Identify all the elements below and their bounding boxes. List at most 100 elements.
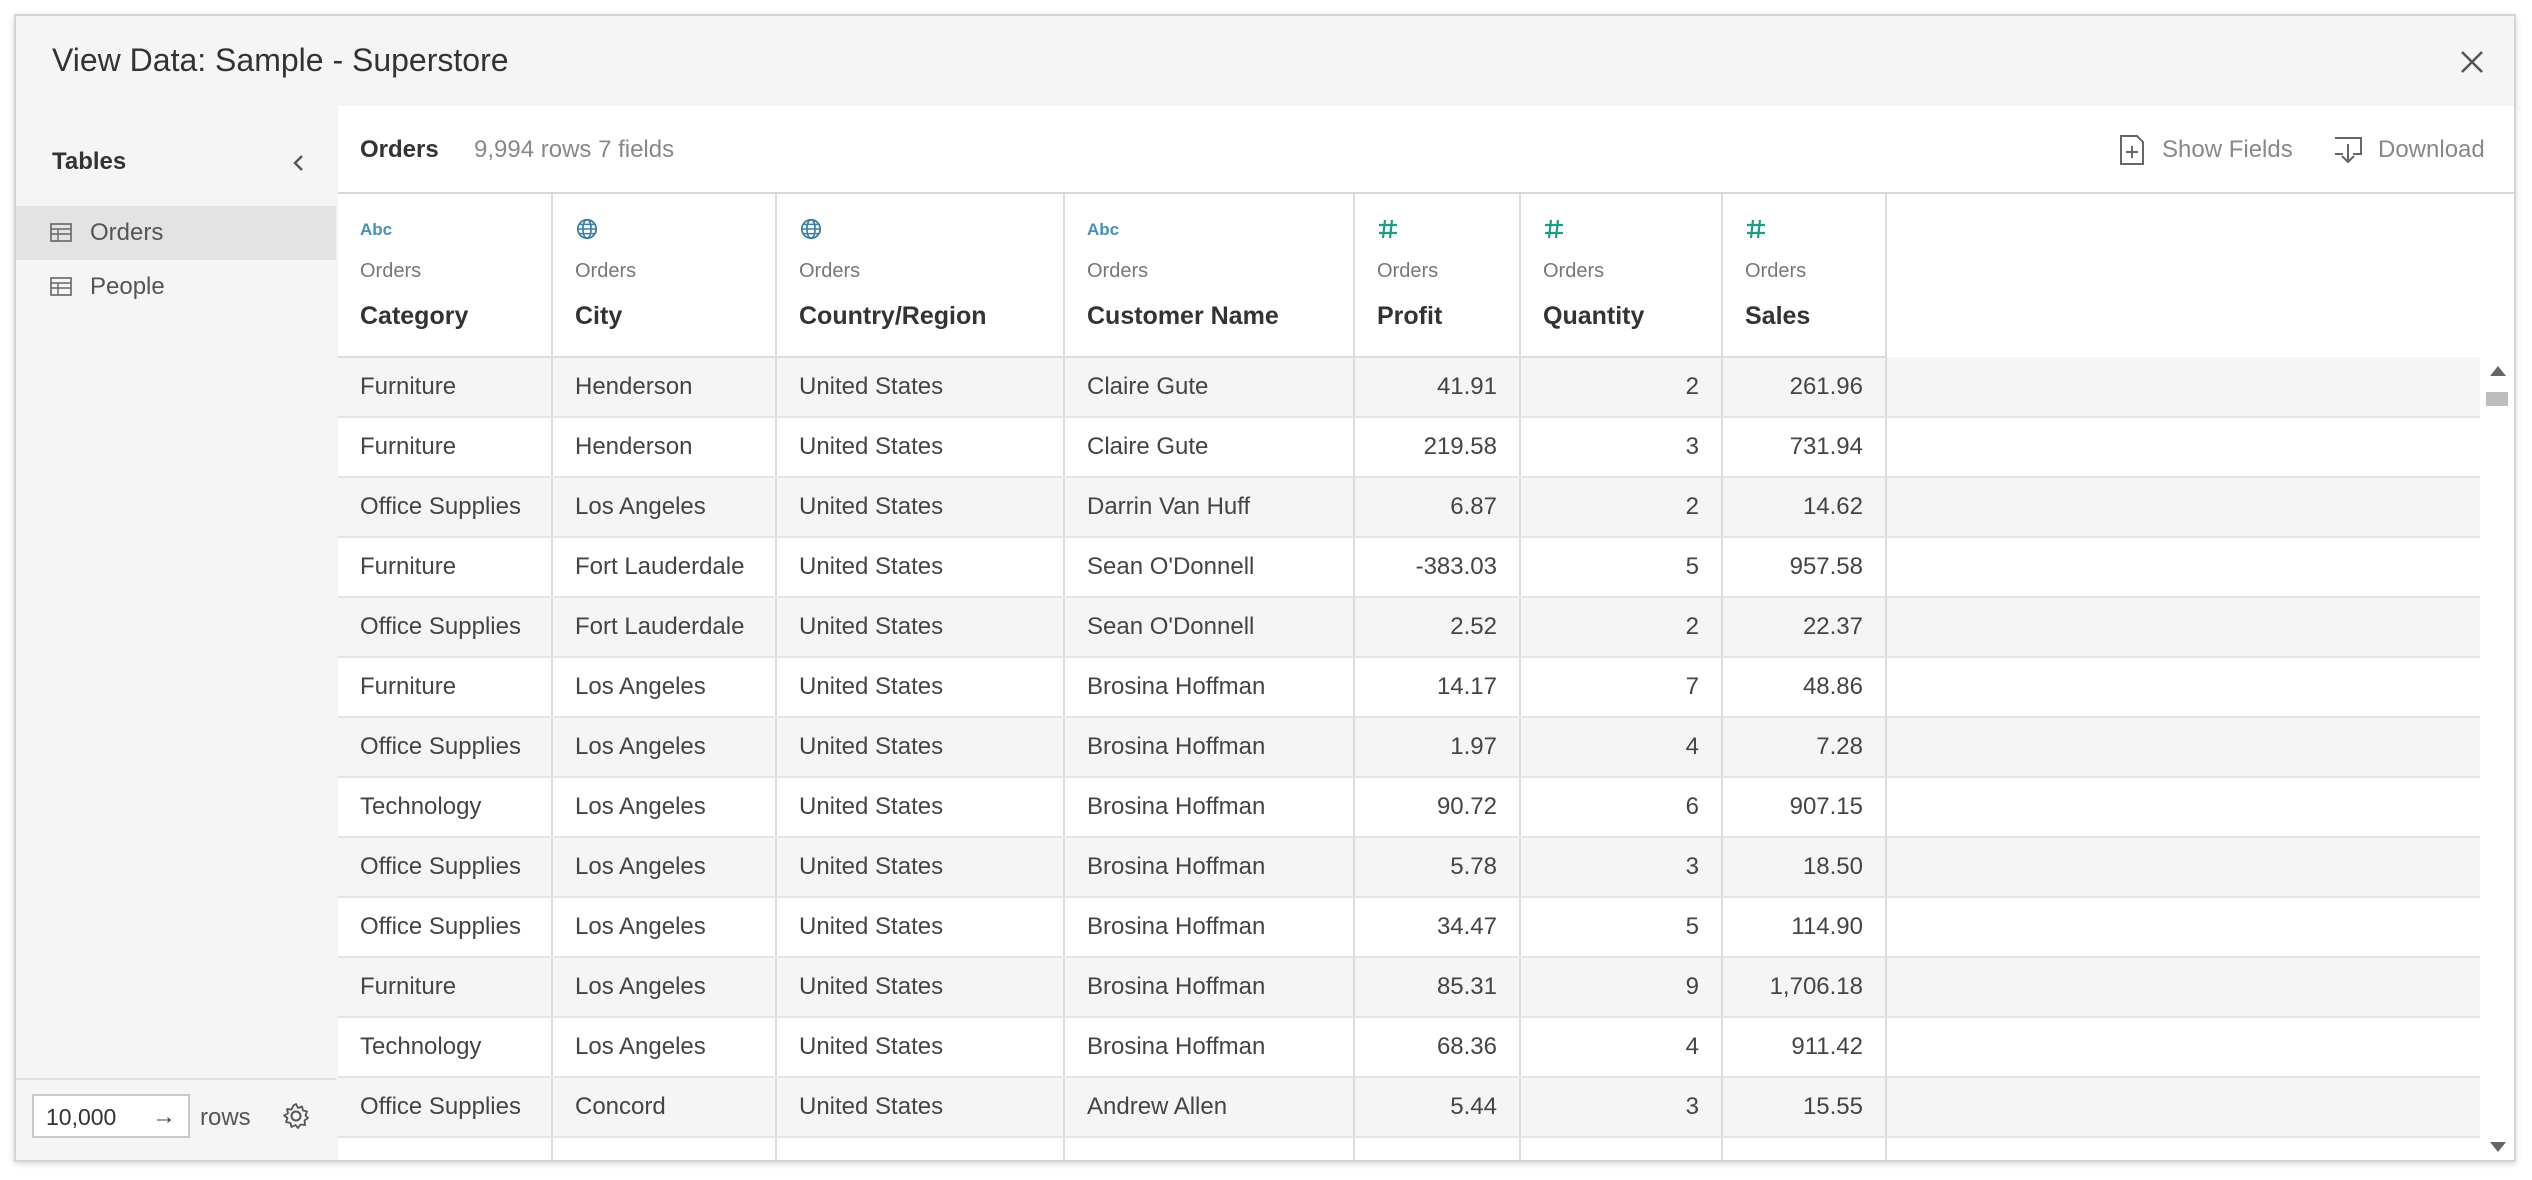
table-cell: Brosina Hoffman <box>1064 657 1355 718</box>
table-cell: 219.58 <box>1354 417 1521 478</box>
table-cell: 41.91 <box>1354 357 1521 418</box>
table-cell: 3 <box>1520 837 1723 898</box>
table-cell: 68.36 <box>1354 1017 1521 1078</box>
table-cell: 957.58 <box>1722 537 1887 598</box>
row-filler <box>1886 597 2480 658</box>
data-table: Abc Orders Category Orders City Orders <box>338 194 2480 1160</box>
download-button[interactable]: Download <box>2332 130 2485 170</box>
table-cell: Claire Gute <box>1064 417 1355 478</box>
table-cell <box>338 1137 553 1160</box>
column-source: Orders <box>1745 260 1807 282</box>
table-item-label: People <box>90 273 165 300</box>
row-limit-field[interactable]: → <box>32 1094 190 1138</box>
table-cell: Furniture <box>338 357 553 418</box>
table-cell: Brosina Hoffman <box>1064 837 1355 898</box>
vertical-scrollbar[interactable] <box>2480 356 2514 1160</box>
table-cell <box>1064 1137 1355 1160</box>
table-cell: United States <box>776 477 1065 538</box>
row-filler <box>1886 957 2480 1018</box>
row-filler <box>1886 477 2480 538</box>
settings-button[interactable] <box>280 1100 312 1132</box>
column-name: City <box>575 302 623 330</box>
table-cell: Fort Lauderdale <box>552 597 777 658</box>
dialog-title: View Data: Sample - Superstore <box>52 42 509 78</box>
table-cell: Technology <box>338 777 553 838</box>
table-cell: 2 <box>1520 477 1723 538</box>
table-cell: 14.62 <box>1722 477 1887 538</box>
row-filler <box>1886 657 2480 718</box>
column-header-city[interactable]: Orders City <box>552 194 777 358</box>
table-item-people[interactable]: People <box>16 260 336 314</box>
table-row: Office Supplies Los Angeles United States B… <box>338 897 2480 958</box>
column-header-quantity[interactable]: Orders Quantity <box>1520 194 1723 358</box>
column-name: Category <box>360 302 469 330</box>
table-cell: Darrin Van Huff <box>1064 477 1355 538</box>
table-icon <box>50 223 72 242</box>
column-header-sales[interactable]: Orders Sales <box>1722 194 1887 358</box>
table-cell <box>552 1137 777 1160</box>
table-cell: 6 <box>1520 777 1723 838</box>
table-cell: 1.97 <box>1354 717 1521 778</box>
table-row: Furniture Fort Lauderdale United States Sea… <box>338 537 2480 598</box>
scroll-thumb[interactable] <box>2486 392 2508 406</box>
scroll-down-arrow[interactable] <box>2490 1142 2506 1152</box>
table-cell: 3 <box>1520 417 1723 478</box>
column-name: Profit <box>1377 302 1443 330</box>
column-header-category[interactable]: Abc Orders Category <box>338 194 553 358</box>
row-filler <box>1886 537 2480 598</box>
column-source: Orders <box>1087 260 1149 282</box>
column-header-profit[interactable]: Orders Profit <box>1354 194 1521 358</box>
table-row: Office Supplies Los Angeles United States B… <box>338 837 2480 898</box>
abc-icon: Abc <box>360 220 393 239</box>
table-cell: Office Supplies <box>338 717 553 778</box>
row-limit-input[interactable] <box>46 1104 146 1131</box>
row-filler <box>1886 357 2480 418</box>
table-cell: Technology <box>338 1017 553 1078</box>
column-name: Quantity <box>1543 302 1645 330</box>
globe-icon <box>576 218 598 240</box>
hash-icon <box>1747 219 1765 239</box>
table-cell: 2 <box>1520 597 1723 658</box>
row-filler <box>1886 897 2480 958</box>
table-cell: Henderson <box>552 357 777 418</box>
table-item-orders[interactable]: Orders <box>16 206 336 260</box>
data-panel: Orders 9,994 rows 7 fields Show Fields D… <box>338 106 2514 1160</box>
scroll-up-arrow[interactable] <box>2490 366 2506 376</box>
table-cell: Los Angeles <box>552 957 777 1018</box>
gear-icon <box>283 1103 309 1129</box>
table-cell: Brosina Hoffman <box>1064 897 1355 958</box>
close-button[interactable] <box>2450 40 2494 84</box>
table-cell <box>1722 1137 1887 1160</box>
table-cell: 34.47 <box>1354 897 1521 958</box>
table-cell: 3 <box>1520 1077 1723 1138</box>
table-cell: Los Angeles <box>552 717 777 778</box>
table-cell: 907.15 <box>1722 777 1887 838</box>
table-cell: -383.03 <box>1354 537 1521 598</box>
table-cell: United States <box>776 357 1065 418</box>
table-cell: United States <box>776 777 1065 838</box>
collapse-sidebar-button[interactable] <box>284 148 314 178</box>
table-cell: 85.31 <box>1354 957 1521 1018</box>
table-row: Office Supplies Fort Lauderdale United Sta… <box>338 597 2480 658</box>
table-cell: 5.78 <box>1354 837 1521 898</box>
close-icon <box>2461 51 2483 73</box>
table-cell: Furniture <box>338 417 553 478</box>
rows-fields-count: 9,994 rows 7 fields <box>474 136 675 163</box>
table-row: Furniture Los Angeles United States Brosina… <box>338 957 2480 1018</box>
arrow-right-icon[interactable]: → <box>152 1103 176 1130</box>
table-cell: 15.55 <box>1722 1077 1887 1138</box>
column-header-customer-name[interactable]: Abc Orders Customer Name <box>1064 194 1355 358</box>
sidebar-header: Tables <box>52 148 127 175</box>
table-cell <box>1520 1137 1723 1160</box>
globe-icon <box>800 218 822 240</box>
data-panel-title: Orders <box>360 136 439 163</box>
table-cell: 22.37 <box>1722 597 1887 658</box>
table-body: Furniture Henderson United States Claire Gu… <box>338 357 2480 1160</box>
table-cell: United States <box>776 597 1065 658</box>
show-fields-button[interactable]: Show Fields <box>2118 130 2293 170</box>
column-header-country-region[interactable]: Orders Country/Region <box>776 194 1065 358</box>
table-cell: Office Supplies <box>338 597 553 658</box>
table-row: Office Supplies Los Angeles United States B… <box>338 717 2480 778</box>
table-cell: 14.17 <box>1354 657 1521 718</box>
table-cell: Office Supplies <box>338 897 553 958</box>
